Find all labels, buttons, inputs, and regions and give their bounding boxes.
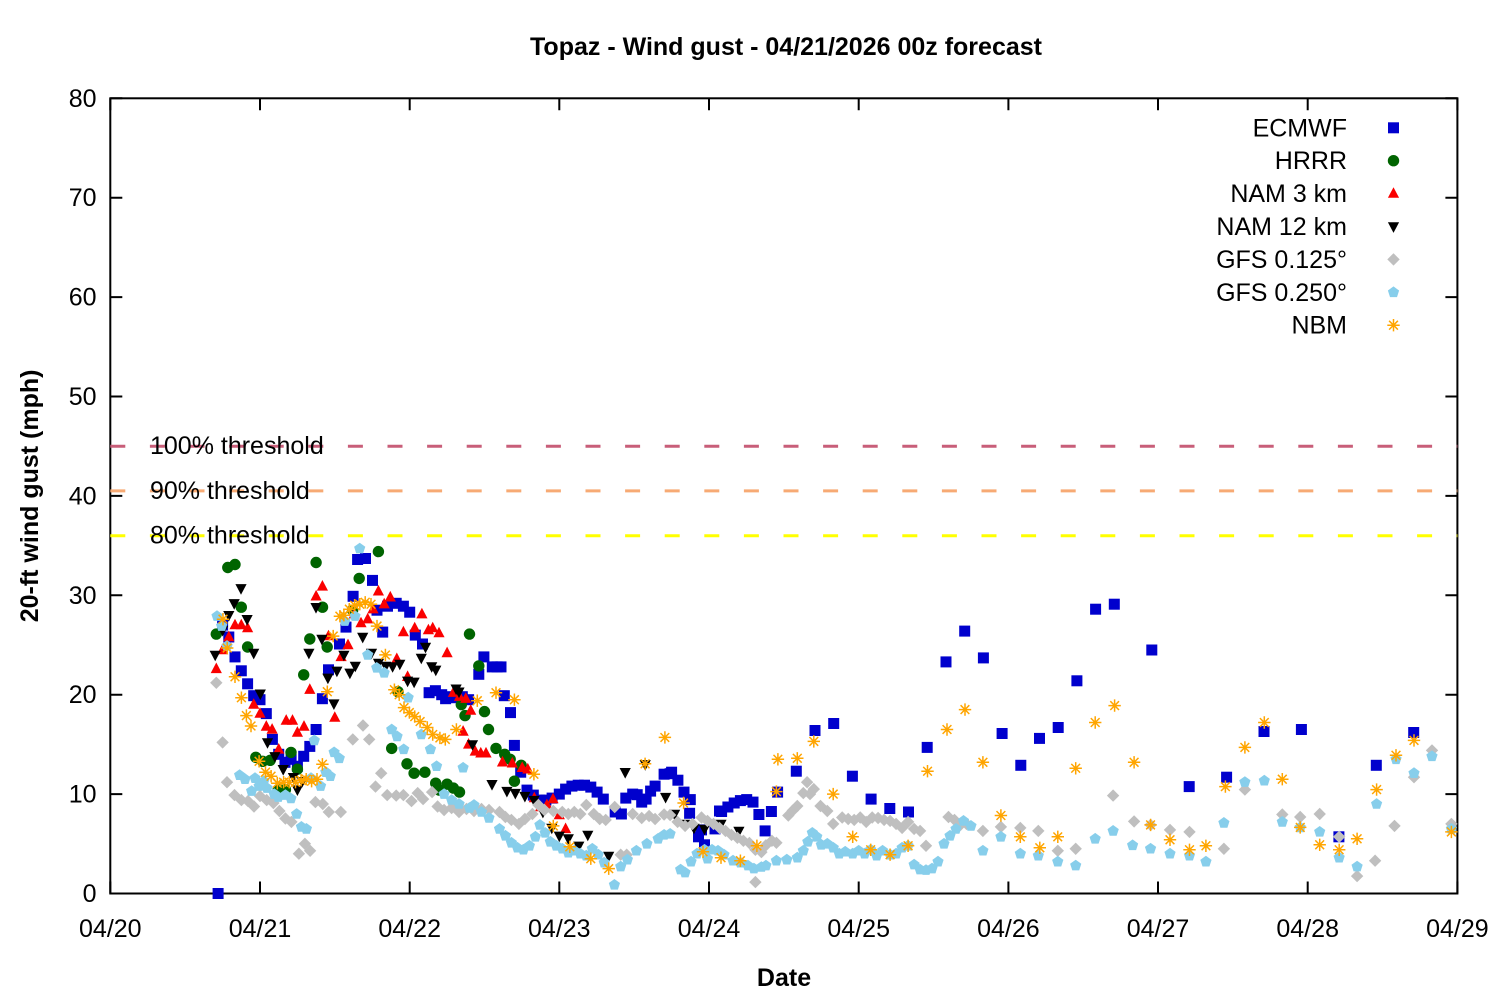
svg-text:NAM 3 km: NAM 3 km — [1230, 180, 1347, 208]
svg-text:30: 30 — [69, 582, 97, 610]
svg-text:90% threshold: 90% threshold — [150, 477, 310, 505]
svg-text:04/24: 04/24 — [678, 915, 741, 943]
svg-text:NAM 12 km: NAM 12 km — [1216, 213, 1347, 241]
svg-text:10: 10 — [69, 781, 97, 809]
svg-text:Topaz - Wind gust - 04/21/2026: Topaz - Wind gust - 04/21/2026 00z forec… — [530, 33, 1043, 61]
svg-text:0: 0 — [83, 880, 97, 908]
svg-text:40: 40 — [69, 482, 97, 510]
svg-text:GFS 0.125°: GFS 0.125° — [1216, 246, 1347, 274]
svg-text:HRRR: HRRR — [1275, 147, 1347, 175]
svg-text:04/23: 04/23 — [528, 915, 591, 943]
svg-text:04/27: 04/27 — [1127, 915, 1190, 943]
svg-text:04/20: 04/20 — [79, 915, 142, 943]
svg-text:04/26: 04/26 — [977, 915, 1040, 943]
svg-text:100% threshold: 100% threshold — [150, 432, 324, 460]
svg-text:04/29: 04/29 — [1426, 915, 1489, 943]
svg-text:70: 70 — [69, 184, 97, 212]
svg-text:20: 20 — [69, 681, 97, 709]
svg-text:ECMWF: ECMWF — [1253, 114, 1347, 142]
svg-text:60: 60 — [69, 284, 97, 312]
svg-text:20-ft wind gust (mph): 20-ft wind gust (mph) — [16, 370, 44, 623]
svg-text:04/28: 04/28 — [1276, 915, 1339, 943]
svg-text:80% threshold: 80% threshold — [150, 522, 310, 550]
svg-text:04/21: 04/21 — [229, 915, 292, 943]
svg-text:80: 80 — [69, 85, 97, 113]
svg-text:NBM: NBM — [1291, 312, 1347, 340]
svg-text:Date: Date — [757, 964, 811, 992]
svg-text:04/22: 04/22 — [378, 915, 441, 943]
svg-text:GFS 0.250°: GFS 0.250° — [1216, 279, 1347, 307]
svg-text:50: 50 — [69, 383, 97, 411]
svg-text:04/25: 04/25 — [827, 915, 890, 943]
